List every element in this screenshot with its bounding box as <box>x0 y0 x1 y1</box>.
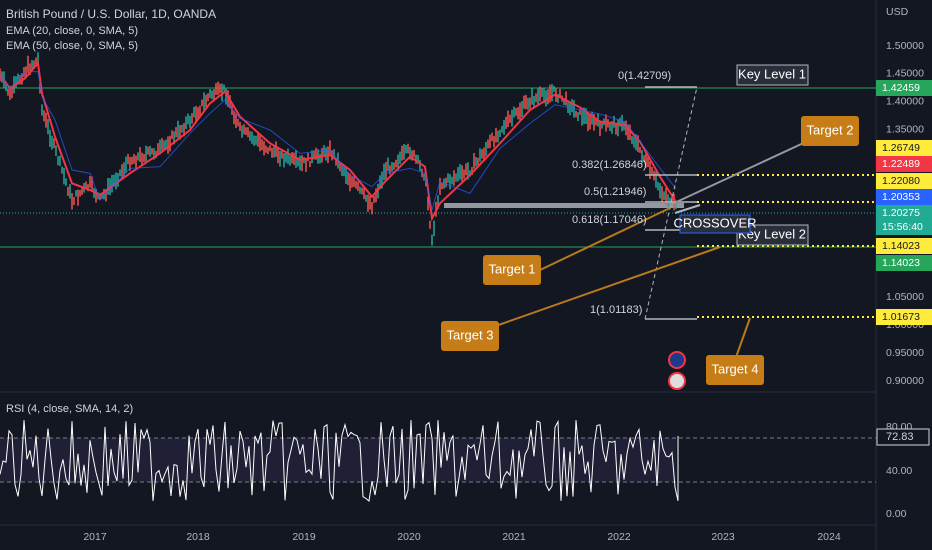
rsi-title: RSI (4, close, SMA, 14, 2) <box>6 403 133 415</box>
price-badge <box>876 205 932 235</box>
target-label: Target 1 <box>489 261 536 276</box>
price-lines <box>0 52 677 246</box>
time-tick: 2023 <box>711 531 735 543</box>
fib-label: 1(1.01183) <box>590 304 642 316</box>
target-label: Target 3 <box>447 327 494 342</box>
time-tick: 2020 <box>397 531 421 543</box>
price-badge-label: 1.22489 <box>882 158 920 170</box>
price-badge-label: 1.01673 <box>882 311 920 323</box>
price-badge <box>876 189 932 205</box>
key-level-label: Key Level 2 <box>738 226 806 241</box>
price-badge <box>876 238 932 254</box>
price-badge <box>876 173 932 189</box>
time-tick: 2024 <box>817 531 841 543</box>
price-badge <box>876 255 932 271</box>
price-tick: 1.05000 <box>886 291 924 303</box>
fib-label: 0.618(1.17046) <box>572 214 647 226</box>
callout-lines <box>469 139 811 361</box>
price-badge-label: 1.20353 <box>882 191 920 203</box>
crossover-label: CROSSOVER <box>673 215 756 230</box>
flags <box>668 351 686 390</box>
time-tick: 2018 <box>186 531 210 543</box>
rsi-value-badge <box>876 428 930 446</box>
price-tick: 1.40000 <box>886 96 924 108</box>
fib-label: 0.5(1.21946) <box>584 186 646 198</box>
ema-20 <box>0 61 677 222</box>
price-tick: 1.50000 <box>886 40 924 52</box>
time-tick: 2022 <box>607 531 631 543</box>
ema-50 <box>0 71 677 211</box>
price-tick: 1.45000 <box>886 68 924 80</box>
price-badge <box>876 140 932 156</box>
key-level-label: Key Level 1 <box>738 66 806 81</box>
indicator-label: EMA (20, close, 0, SMA, 5) <box>6 25 138 37</box>
price-badge <box>876 156 932 172</box>
currency: USD <box>886 6 909 18</box>
price-tick: 0.95000 <box>886 347 924 359</box>
key-levels: Key Level 1 Key Level 2 CROSSOVER <box>673 64 809 246</box>
target-label: Target 4 <box>712 361 759 376</box>
support-zone <box>444 203 684 208</box>
fib-label: 0(1.42709) <box>618 70 671 82</box>
fib-levels <box>644 86 876 320</box>
price-badge-label: 1.14023 <box>882 240 920 252</box>
rsi-line <box>0 419 679 502</box>
price-badge-label: 1.22080 <box>882 175 920 187</box>
price-badge-label: 1.20275 <box>882 207 920 219</box>
rsi-value: 72.83 <box>886 431 914 443</box>
price-tick: 0.90000 <box>886 375 924 387</box>
targets: Target 2 Target 1 Target 3 Target 4 <box>441 116 859 385</box>
price-badge <box>876 80 932 96</box>
price-badge-label: 1.26749 <box>882 142 920 154</box>
rsi-tick: 0.00 <box>886 508 907 520</box>
indicator-label: EMA (50, close, 0, SMA, 5) <box>6 40 138 52</box>
countdown: 15:56:40 <box>882 221 923 233</box>
symbol-title: British Pound / U.S. Dollar, 1D, OANDA <box>6 7 216 21</box>
price-tick: 1.35000 <box>886 124 924 136</box>
price-badge-label: 1.42459 <box>882 82 920 94</box>
time-tick: 2021 <box>502 531 526 543</box>
time-tick: 2019 <box>292 531 316 543</box>
time-tick: 2017 <box>83 531 107 543</box>
rsi-tick: 40.00 <box>886 465 912 477</box>
target-label: Target 2 <box>807 122 854 137</box>
price-badge <box>876 309 932 325</box>
price-badge-label: 1.14023 <box>882 257 920 269</box>
fib-label: 0.382(1.26846) <box>572 159 647 171</box>
